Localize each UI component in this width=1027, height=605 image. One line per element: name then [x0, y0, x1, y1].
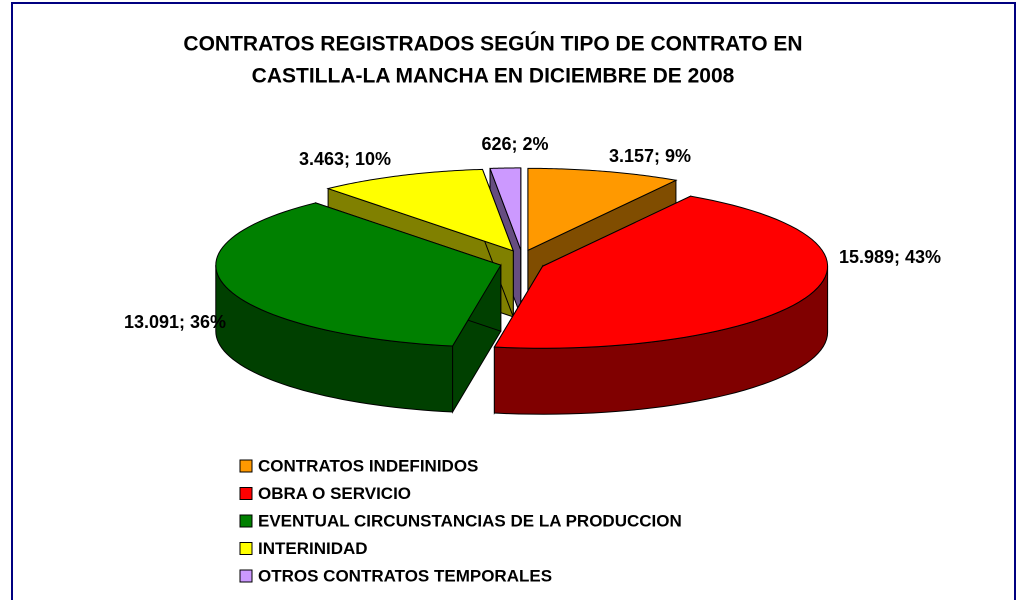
slice-top: [493, 195, 829, 349]
legend-label: OTROS CONTRATOS TEMPORALES: [258, 566, 552, 585]
pie-slice: [215, 202, 502, 414]
legend-label: INTERINIDAD: [258, 539, 368, 558]
legend-label: OBRA O SERVICIO: [258, 484, 411, 503]
data-label: 3.157; 9%: [609, 146, 691, 166]
data-label: 15.989; 43%: [839, 247, 941, 267]
legend-swatch: [239, 514, 253, 528]
legend-label: CONTRATOS INDEFINIDOS: [258, 456, 478, 475]
legend-label: EVENTUAL CIRCUNSTANCIAS DE LA PRODUCCION: [258, 511, 682, 530]
slice-top: [215, 202, 502, 347]
slice-top: [489, 167, 522, 251]
data-label: 3.463; 10%: [299, 149, 391, 169]
data-label: 626; 2%: [481, 134, 548, 154]
legend-swatch: [239, 487, 253, 500]
legend-swatch: [239, 569, 253, 583]
slice-top: [527, 167, 678, 252]
pie-slice: [493, 195, 829, 415]
data-label: 13.091; 36%: [124, 312, 226, 332]
chart-title: CASTILLA-LA MANCHA EN DICIEMBRE DE 2008: [252, 65, 735, 88]
legend-swatch: [239, 542, 253, 555]
slice-top: [326, 168, 515, 252]
chart-title: CONTRATOS REGISTRADOS SEGÚN TIPO DE CONT…: [183, 32, 802, 56]
legend-swatch: [239, 459, 253, 473]
